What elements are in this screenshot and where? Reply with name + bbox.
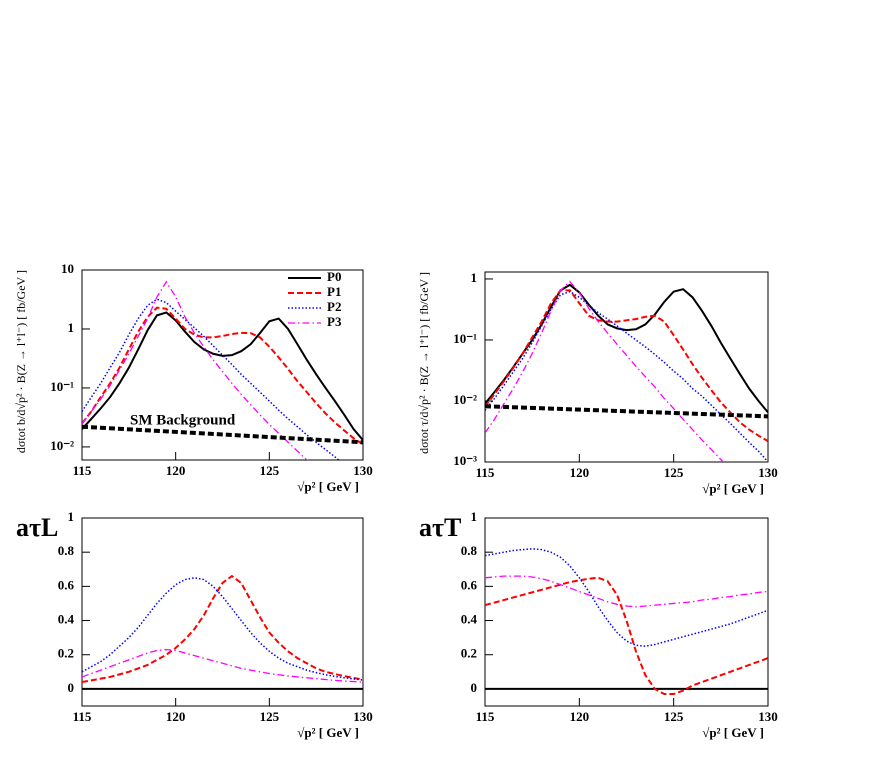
y-tick-label: 1 bbox=[68, 320, 75, 335]
y-tick-label: 10⁻¹ bbox=[50, 379, 74, 394]
y-tick-label: 0.2 bbox=[461, 646, 477, 661]
y-tick-label: 1 bbox=[68, 509, 75, 524]
series-line bbox=[485, 280, 725, 462]
series-line bbox=[82, 280, 308, 460]
plot-frame bbox=[484, 271, 769, 463]
series-line bbox=[485, 575, 768, 608]
x-tick-label: 120 bbox=[166, 463, 186, 478]
series-line bbox=[485, 290, 768, 462]
plot-frame bbox=[81, 269, 364, 461]
x-axis-label: √p² [ GeV ] bbox=[297, 479, 359, 494]
y-tick-label: 10⁻² bbox=[50, 438, 74, 453]
lines bbox=[485, 280, 768, 462]
x-tick-label: 120 bbox=[570, 709, 590, 724]
series-line bbox=[82, 311, 363, 441]
x-axis-label: √p² [ GeV ] bbox=[297, 725, 359, 740]
y-tick-label: 10 bbox=[61, 261, 74, 276]
y-tick-label: 0.8 bbox=[461, 543, 478, 558]
x-tick-label: 130 bbox=[758, 465, 778, 480]
panel: 115 120 125 130 0 0.2 0.4 0.6 0.8 1 √p² [ GeV ] aτT bbox=[419, 509, 778, 740]
y-tick-label: 0.4 bbox=[58, 612, 75, 627]
legend-label: P0 bbox=[327, 269, 341, 284]
y-tick-label: 0.6 bbox=[461, 577, 478, 592]
series-line bbox=[485, 576, 768, 696]
plot-frame bbox=[81, 517, 364, 707]
x-tick-label: 125 bbox=[664, 465, 684, 480]
series-line bbox=[485, 289, 768, 442]
legend-label: P2 bbox=[327, 299, 341, 314]
x-axis-label: √p² [ GeV ] bbox=[702, 725, 764, 740]
x-tick-label: 130 bbox=[353, 463, 373, 478]
x-tick-label: 130 bbox=[758, 709, 778, 724]
y-tick-label: 10⁻² bbox=[453, 392, 477, 407]
series-line bbox=[485, 404, 768, 419]
lines bbox=[82, 574, 363, 690]
x-tick-label: 115 bbox=[476, 709, 495, 724]
x-tick-label: 115 bbox=[476, 465, 495, 480]
legend-label: P1 bbox=[327, 284, 341, 299]
y-tick-label: 1 bbox=[471, 270, 478, 285]
y-tick-label: 0.4 bbox=[461, 612, 478, 627]
y-tick-label: 10⁻¹ bbox=[453, 331, 477, 346]
y-tick-label: 0.6 bbox=[58, 577, 75, 592]
annotation: SM Background bbox=[130, 412, 236, 428]
x-tick-label: 125 bbox=[260, 463, 280, 478]
x-axis-label: √p² [ GeV ] bbox=[702, 481, 764, 496]
y-tick-label: 0.2 bbox=[58, 646, 74, 661]
lines bbox=[485, 548, 768, 696]
series-line bbox=[82, 577, 363, 681]
x-tick-label: 115 bbox=[73, 709, 92, 724]
y-axis-label: dσtot b/d√p² · B(Z → l⁺l⁻) [ fb/GeV ] bbox=[14, 270, 28, 453]
y-tick-label: 0.8 bbox=[58, 543, 75, 558]
y-axis-label: aτT bbox=[419, 513, 461, 542]
x-tick-label: 120 bbox=[570, 465, 590, 480]
y-axis-label: aτL bbox=[16, 513, 58, 542]
series-line bbox=[82, 298, 340, 460]
panel: 115 120 125 130 10⁻² 10⁻¹ 1 10 √p² [ GeV ] dσtot … bbox=[14, 261, 373, 494]
x-tick-label: 115 bbox=[73, 463, 92, 478]
series-line bbox=[82, 648, 363, 683]
series-line bbox=[82, 574, 363, 684]
lines bbox=[82, 280, 363, 460]
panel: 115 120 125 130 0 0.2 0.4 0.6 0.8 1 √p² [ GeV ] aτL bbox=[16, 509, 373, 740]
series-line bbox=[82, 424, 363, 445]
y-tick-label: 1 bbox=[471, 509, 478, 524]
x-tick-label: 125 bbox=[664, 709, 684, 724]
plot-frame bbox=[484, 517, 769, 707]
x-tick-label: 125 bbox=[260, 709, 280, 724]
y-tick-label: 0 bbox=[68, 680, 75, 695]
series-line bbox=[485, 548, 768, 647]
legend-label: P3 bbox=[327, 314, 342, 329]
y-tick-label: 0 bbox=[471, 680, 478, 695]
x-tick-label: 120 bbox=[166, 709, 186, 724]
x-tick-label: 130 bbox=[353, 709, 373, 724]
y-tick-label: 10⁻³ bbox=[453, 453, 477, 468]
panel: 115 120 125 130 10⁻³ 10⁻² 10⁻¹ 1 √p² [ GeV ] dσto… bbox=[417, 270, 778, 496]
series-line bbox=[485, 283, 768, 414]
y-axis-label: dσtot τ/d√p² · B(Z → l⁺l⁻) [ fb/GeV ] bbox=[417, 272, 431, 454]
